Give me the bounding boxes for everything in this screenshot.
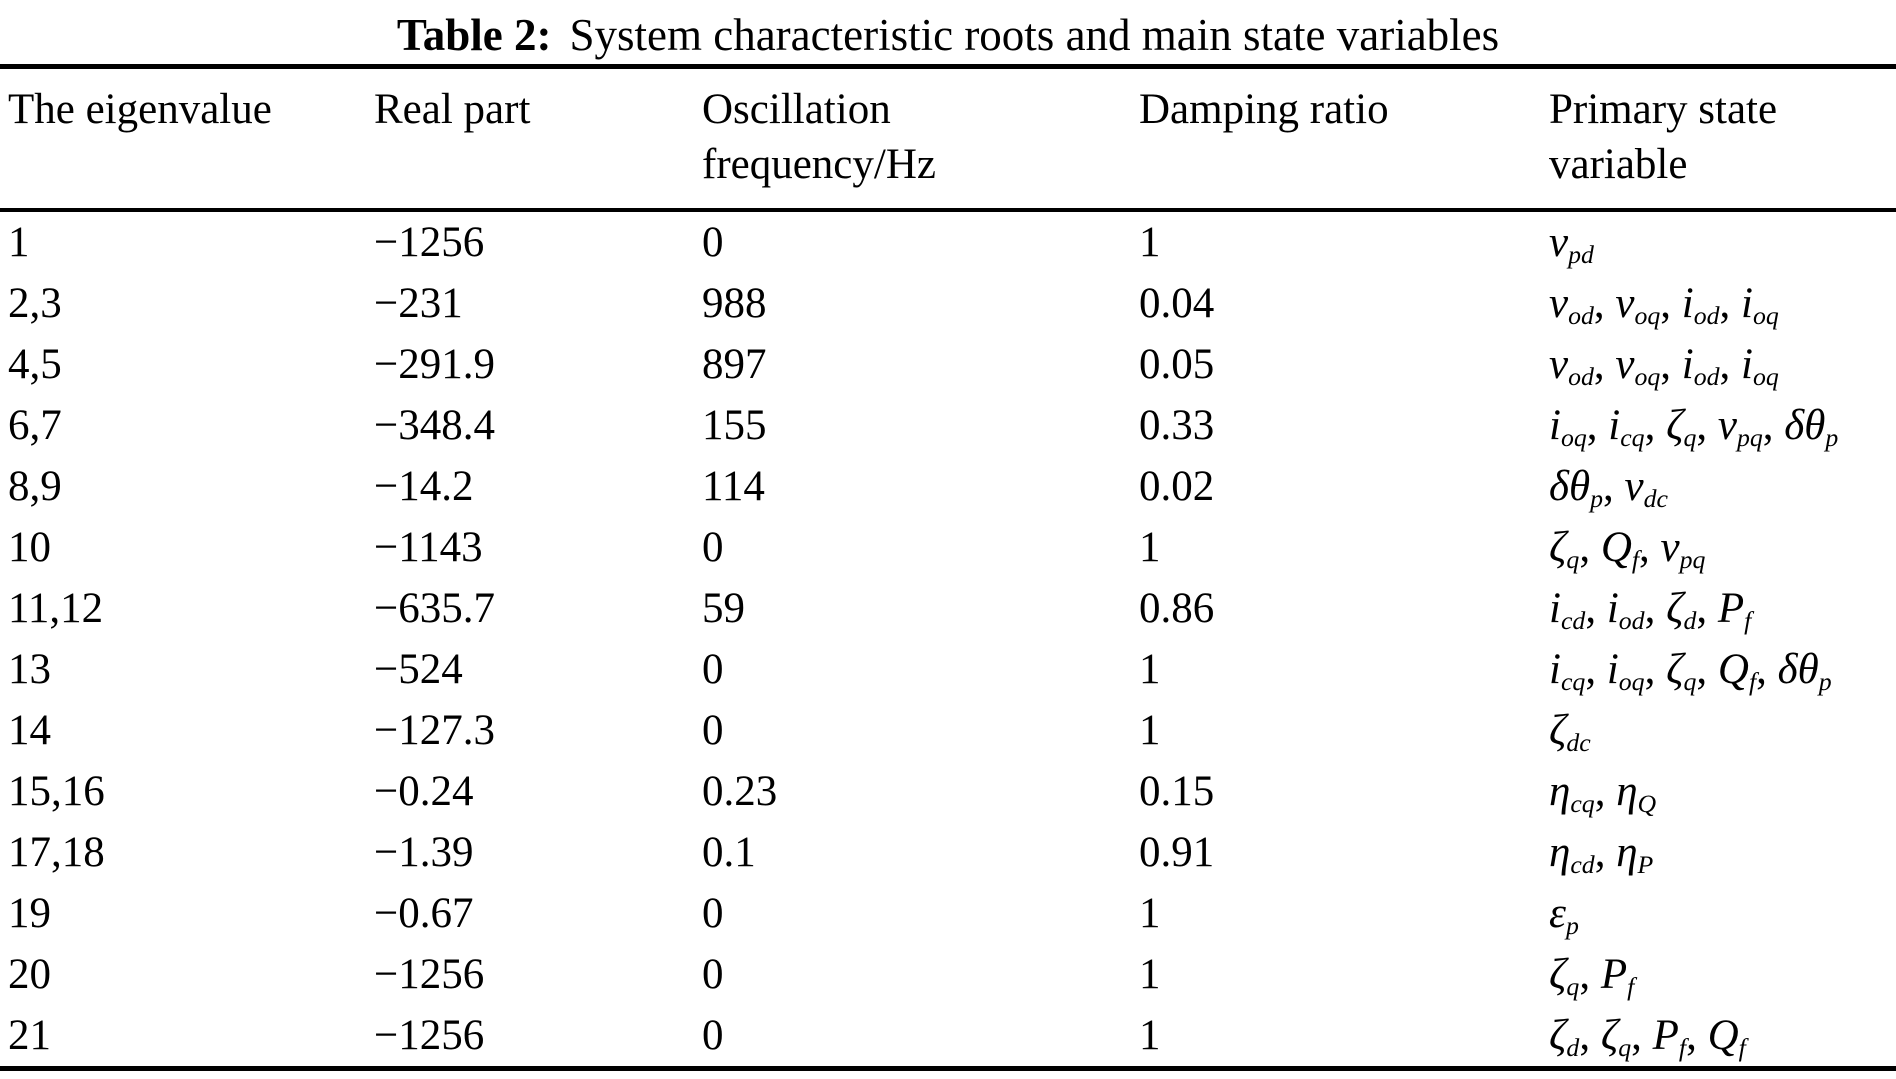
cell-damping-ratio: 1 (1139, 1012, 1161, 1060)
cell-primary-state-variable: ζq, Qf, vpq (1549, 524, 1706, 575)
cell-real-part: −291.9 (374, 341, 496, 389)
table-row: 13 −524 0 1 icq, ioq, ζq, Qf, δθp (0, 639, 1896, 700)
table-row: 4,5 −291.9 897 0.05 vod, voq, iod, ioq (0, 334, 1896, 395)
table-row: 19 −0.67 0 1 εp (0, 883, 1896, 944)
cell-oscillation-frequency: 0 (702, 219, 724, 267)
cell-oscillation-frequency: 988 (702, 280, 767, 328)
table-caption-label: Table 2: (396, 10, 552, 60)
cell-damping-ratio: 0.91 (1139, 829, 1215, 877)
cell-real-part: −1256 (374, 219, 485, 267)
cell-primary-state-variable: icd, iod, ζd, Pf (1549, 585, 1752, 636)
cell-real-part: −14.2 (374, 463, 474, 511)
cell-oscillation-frequency: 0 (702, 951, 724, 999)
cell-oscillation-frequency: 114 (702, 463, 765, 511)
cell-primary-state-variable: ηcq, ηQ (1549, 768, 1657, 819)
cell-real-part: −231 (374, 280, 463, 328)
cell-damping-ratio: 0.15 (1139, 768, 1215, 816)
cell-eigenvalue: 11,12 (8, 585, 104, 633)
cell-real-part: −1256 (374, 951, 485, 999)
cell-eigenvalue: 21 (8, 1012, 51, 1060)
table-row: 8,9 −14.2 114 0.02 δθp, vdc (0, 456, 1896, 517)
cell-primary-state-variable: δθp, vdc (1549, 463, 1668, 514)
column-header-real-part: Real part (374, 66, 702, 213)
cell-eigenvalue: 10 (8, 524, 51, 572)
characteristic-roots-table: The eigenvalue Real part Oscillation fre… (0, 64, 1896, 1072)
cell-damping-ratio: 1 (1139, 646, 1161, 694)
cell-damping-ratio: 0.86 (1139, 585, 1215, 633)
cell-eigenvalue: 20 (8, 951, 51, 999)
cell-real-part: −127.3 (374, 707, 496, 755)
table-row: 1 −1256 0 1 vpd (0, 210, 1896, 273)
cell-damping-ratio: 1 (1139, 524, 1161, 572)
table-row: 15,16 −0.24 0.23 0.15 ηcq, ηQ (0, 761, 1896, 822)
cell-oscillation-frequency: 0 (702, 524, 724, 572)
cell-real-part: −1.39 (374, 829, 474, 877)
table-row: 6,7 −348.4 155 0.33 ioq, icq, ζq, vpq, δ… (0, 395, 1896, 456)
cell-oscillation-frequency: 0 (702, 707, 724, 755)
cell-oscillation-frequency: 0.1 (702, 829, 756, 877)
cell-eigenvalue: 8,9 (8, 463, 62, 511)
cell-eigenvalue: 2,3 (8, 280, 62, 328)
cell-oscillation-frequency: 0.23 (702, 768, 778, 816)
cell-real-part: −635.7 (374, 585, 496, 633)
column-header-damping-ratio: Damping ratio (1139, 66, 1549, 213)
cell-eigenvalue: 1 (8, 219, 30, 267)
table-row: 11,12 −635.7 59 0.86 icd, iod, ζd, Pf (0, 578, 1896, 639)
cell-primary-state-variable: ηcd, ηP (1549, 829, 1654, 880)
cell-oscillation-frequency: 0 (702, 1012, 724, 1060)
table-header: The eigenvalue Real part Oscillation fre… (0, 66, 1896, 213)
cell-oscillation-frequency: 897 (702, 341, 767, 389)
cell-oscillation-frequency: 0 (702, 646, 724, 694)
cell-primary-state-variable: vpd (1549, 219, 1594, 270)
table-row: 2,3 −231 988 0.04 vod, voq, iod, ioq (0, 273, 1896, 334)
cell-eigenvalue: 4,5 (8, 341, 62, 389)
cell-oscillation-frequency: 0 (702, 890, 724, 938)
header-row: The eigenvalue Real part Oscillation fre… (0, 66, 1896, 213)
cell-oscillation-frequency: 59 (702, 585, 745, 633)
cell-damping-ratio: 1 (1139, 219, 1161, 267)
cell-primary-state-variable: ζdc (1549, 707, 1591, 758)
cell-real-part: −348.4 (374, 402, 496, 450)
column-header-oscillation-frequency: Oscillation frequency/Hz (702, 66, 1139, 213)
column-header-eigenvalue: The eigenvalue (0, 66, 374, 213)
cell-eigenvalue: 15,16 (8, 768, 105, 816)
cell-damping-ratio: 0.02 (1139, 463, 1215, 511)
table-row: 21 −1256 0 1 ζd, ζq, Pf, Qf (0, 1005, 1896, 1069)
cell-real-part: −0.67 (374, 890, 474, 938)
cell-primary-state-variable: icq, ioq, ζq, Qf, δθp (1549, 646, 1832, 697)
cell-primary-state-variable: ζq, Pf (1549, 951, 1635, 1002)
cell-eigenvalue: 6,7 (8, 402, 62, 450)
cell-damping-ratio: 1 (1139, 707, 1161, 755)
cell-real-part: −524 (374, 646, 463, 694)
cell-damping-ratio: 0.33 (1139, 402, 1215, 450)
cell-eigenvalue: 17,18 (8, 829, 105, 877)
table-row: 10 −1143 0 1 ζq, Qf, vpq (0, 517, 1896, 578)
cell-oscillation-frequency: 155 (702, 402, 767, 450)
cell-eigenvalue: 14 (8, 707, 51, 755)
cell-real-part: −1143 (374, 524, 483, 572)
cell-primary-state-variable: ioq, icq, ζq, vpq, δθp (1549, 402, 1839, 453)
table-row: 14 −127.3 0 1 ζdc (0, 700, 1896, 761)
table-row: 17,18 −1.39 0.1 0.91 ηcd, ηP (0, 822, 1896, 883)
cell-damping-ratio: 0.05 (1139, 341, 1215, 389)
cell-primary-state-variable: ζd, ζq, Pf, Qf (1549, 1012, 1746, 1063)
table-body: 1 −1256 0 1 vpd 2,3 −231 988 0.04 vod, v… (0, 210, 1896, 1069)
table-caption-text: System characteristic roots and main sta… (569, 10, 1500, 60)
cell-damping-ratio: 1 (1139, 951, 1161, 999)
cell-damping-ratio: 1 (1139, 890, 1161, 938)
cell-damping-ratio: 0.04 (1139, 280, 1215, 328)
cell-primary-state-variable: vod, voq, iod, ioq (1549, 341, 1779, 392)
cell-real-part: −1256 (374, 1012, 485, 1060)
cell-primary-state-variable: εp (1549, 890, 1579, 941)
cell-eigenvalue: 19 (8, 890, 51, 938)
table-caption: Table 2: System characteristic roots and … (0, 0, 1896, 64)
table-row: 20 −1256 0 1 ζq, Pf (0, 944, 1896, 1005)
column-header-primary-state-variable: Primary state variable (1549, 66, 1896, 213)
cell-primary-state-variable: vod, voq, iod, ioq (1549, 280, 1779, 331)
cell-eigenvalue: 13 (8, 646, 51, 694)
cell-real-part: −0.24 (374, 768, 474, 816)
